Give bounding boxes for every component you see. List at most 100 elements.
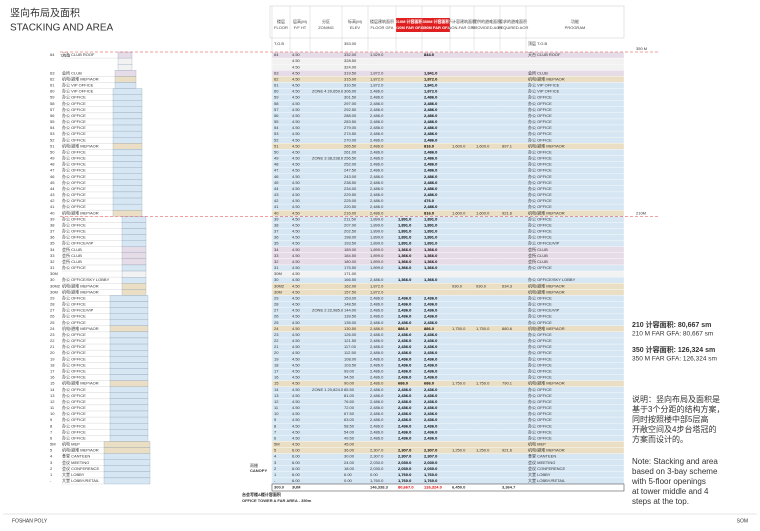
cell: 15 bbox=[274, 381, 279, 386]
cell: 办公 OFFICE/VIP bbox=[528, 240, 560, 246]
cell: 1,899.0 bbox=[370, 222, 384, 227]
cell: 16 bbox=[274, 375, 279, 380]
left-floor: 17 bbox=[50, 368, 55, 373]
cell: 62 bbox=[274, 76, 279, 81]
cell: 2,436.0 bbox=[424, 417, 438, 422]
cell: 59 bbox=[274, 95, 279, 100]
row-bg bbox=[271, 477, 625, 485]
tower-floor bbox=[109, 307, 149, 314]
tower-floor bbox=[112, 197, 143, 205]
left-floor: 18 bbox=[50, 362, 55, 367]
cell: 2,436.0 bbox=[424, 350, 438, 355]
cell: 4.50 bbox=[292, 174, 301, 179]
cell: 办公 OFFICE bbox=[528, 106, 552, 112]
cell: 2,436.0 bbox=[398, 362, 412, 367]
left-program: 办公 OFFICE bbox=[62, 118, 86, 124]
cell: 机电/避难 MEP/AOR bbox=[528, 282, 565, 288]
cell: 288.00 bbox=[344, 113, 357, 118]
tower-floor bbox=[121, 252, 147, 259]
cell: 1,899.0 bbox=[370, 247, 384, 252]
left-program: 办公 OFFICE bbox=[62, 215, 86, 221]
cell: 1,600.0 bbox=[452, 143, 466, 148]
cell: 2,486.0 bbox=[424, 137, 438, 142]
cell: 2,436.0 bbox=[424, 375, 438, 380]
cell: 34 bbox=[274, 247, 279, 252]
cell: 4.50 bbox=[292, 83, 301, 88]
cell: 2,486.0 bbox=[424, 149, 438, 154]
tower-floor bbox=[112, 88, 143, 95]
tower-floor bbox=[109, 337, 149, 345]
cell: 4.50 bbox=[292, 405, 301, 410]
cell: 2,030.0 bbox=[398, 466, 412, 471]
cell: 36.00 bbox=[344, 448, 355, 453]
cell: 2,486.0 bbox=[370, 399, 384, 404]
tob-left: T.O.B bbox=[60, 53, 70, 58]
cell: 4.50 bbox=[292, 387, 301, 392]
cell: 54.00 bbox=[344, 429, 355, 434]
header-cn: 层高(M) bbox=[293, 18, 308, 24]
cell: 216.00 bbox=[344, 210, 357, 215]
row-bg bbox=[271, 185, 625, 193]
cell: 1,760.0 bbox=[424, 472, 438, 477]
cell: 2,030.0 bbox=[424, 460, 438, 465]
cell: 4.50 bbox=[292, 314, 301, 319]
cell: 81.00 bbox=[344, 393, 355, 398]
cell: 14 bbox=[274, 387, 279, 392]
cell: 4.50 bbox=[292, 162, 301, 167]
cell: 72.00 bbox=[344, 405, 355, 410]
left-floor: 12 bbox=[50, 399, 55, 404]
row-bg bbox=[271, 435, 625, 442]
cell: ZONE 4 20,659.0 bbox=[312, 89, 344, 94]
left-program: 机电/避难 MEP/AOR bbox=[62, 75, 99, 81]
cell: 1,891.0 bbox=[398, 229, 412, 234]
cell: 2,486.0 bbox=[370, 362, 384, 367]
cell: 2,486.0 bbox=[370, 423, 384, 428]
left-program: 办公 OFFICE bbox=[62, 124, 86, 130]
left-floor: 49 bbox=[50, 156, 55, 161]
footer-en: OFFICE TOWER A FAR AREA - 350m bbox=[242, 498, 312, 503]
cell: 2,486.0 bbox=[370, 137, 384, 142]
tower-floor bbox=[109, 356, 149, 363]
cell: 171.00 bbox=[344, 271, 357, 276]
cell: 2,486.0 bbox=[370, 156, 384, 161]
cell: 办公 OFFICE bbox=[528, 179, 552, 185]
cell: 4.50 bbox=[292, 64, 301, 69]
tower-floor bbox=[109, 362, 149, 369]
left-floor: 14 bbox=[50, 387, 55, 392]
cell: 37 bbox=[274, 229, 279, 234]
row-bg bbox=[271, 404, 625, 412]
cell: 1,366.0 bbox=[424, 265, 438, 270]
header-cn: 标高(M) bbox=[348, 18, 363, 24]
cell: 2,436.0 bbox=[398, 399, 412, 404]
cell: 24 bbox=[274, 326, 279, 331]
cell: 4.50 bbox=[292, 320, 301, 325]
row-bg bbox=[271, 368, 625, 375]
cell: 1,891.0 bbox=[398, 216, 412, 221]
cell: 办公 OFFICE bbox=[528, 191, 552, 197]
cell: 686.0 bbox=[398, 381, 409, 386]
row-bg bbox=[271, 343, 625, 351]
cell: 4.50 bbox=[292, 289, 301, 294]
left-program: 办公 VIP OFFICE bbox=[62, 88, 94, 94]
cell: 办公 OFFICE bbox=[528, 215, 552, 221]
cell: 60 bbox=[274, 89, 279, 94]
left-program: 食堂 CANTEEN bbox=[62, 453, 90, 459]
left-floor: 31 bbox=[50, 265, 55, 270]
cell: 274.50 bbox=[344, 131, 357, 136]
cell: 4.50 bbox=[292, 381, 301, 386]
cell: 2,307.0 bbox=[398, 454, 412, 459]
cell: 27 bbox=[274, 308, 279, 313]
header-cn: 功能 bbox=[571, 18, 579, 24]
row-bg bbox=[271, 453, 625, 460]
cell: 22 bbox=[274, 338, 279, 343]
row-bg bbox=[271, 319, 625, 326]
cell: 1,899.0 bbox=[370, 229, 384, 234]
header-en: PROGRAM bbox=[565, 25, 586, 30]
cell: ZONE 2 22,985.0 bbox=[312, 308, 344, 313]
cell: 办公 OFFICE bbox=[528, 361, 552, 367]
cell: 63.00 bbox=[344, 417, 355, 422]
left-program: 办公 OFFICE bbox=[62, 361, 86, 367]
cell: 220.50 bbox=[344, 204, 357, 209]
tower-floor bbox=[112, 94, 143, 101]
left-floor: 25 bbox=[50, 320, 55, 325]
